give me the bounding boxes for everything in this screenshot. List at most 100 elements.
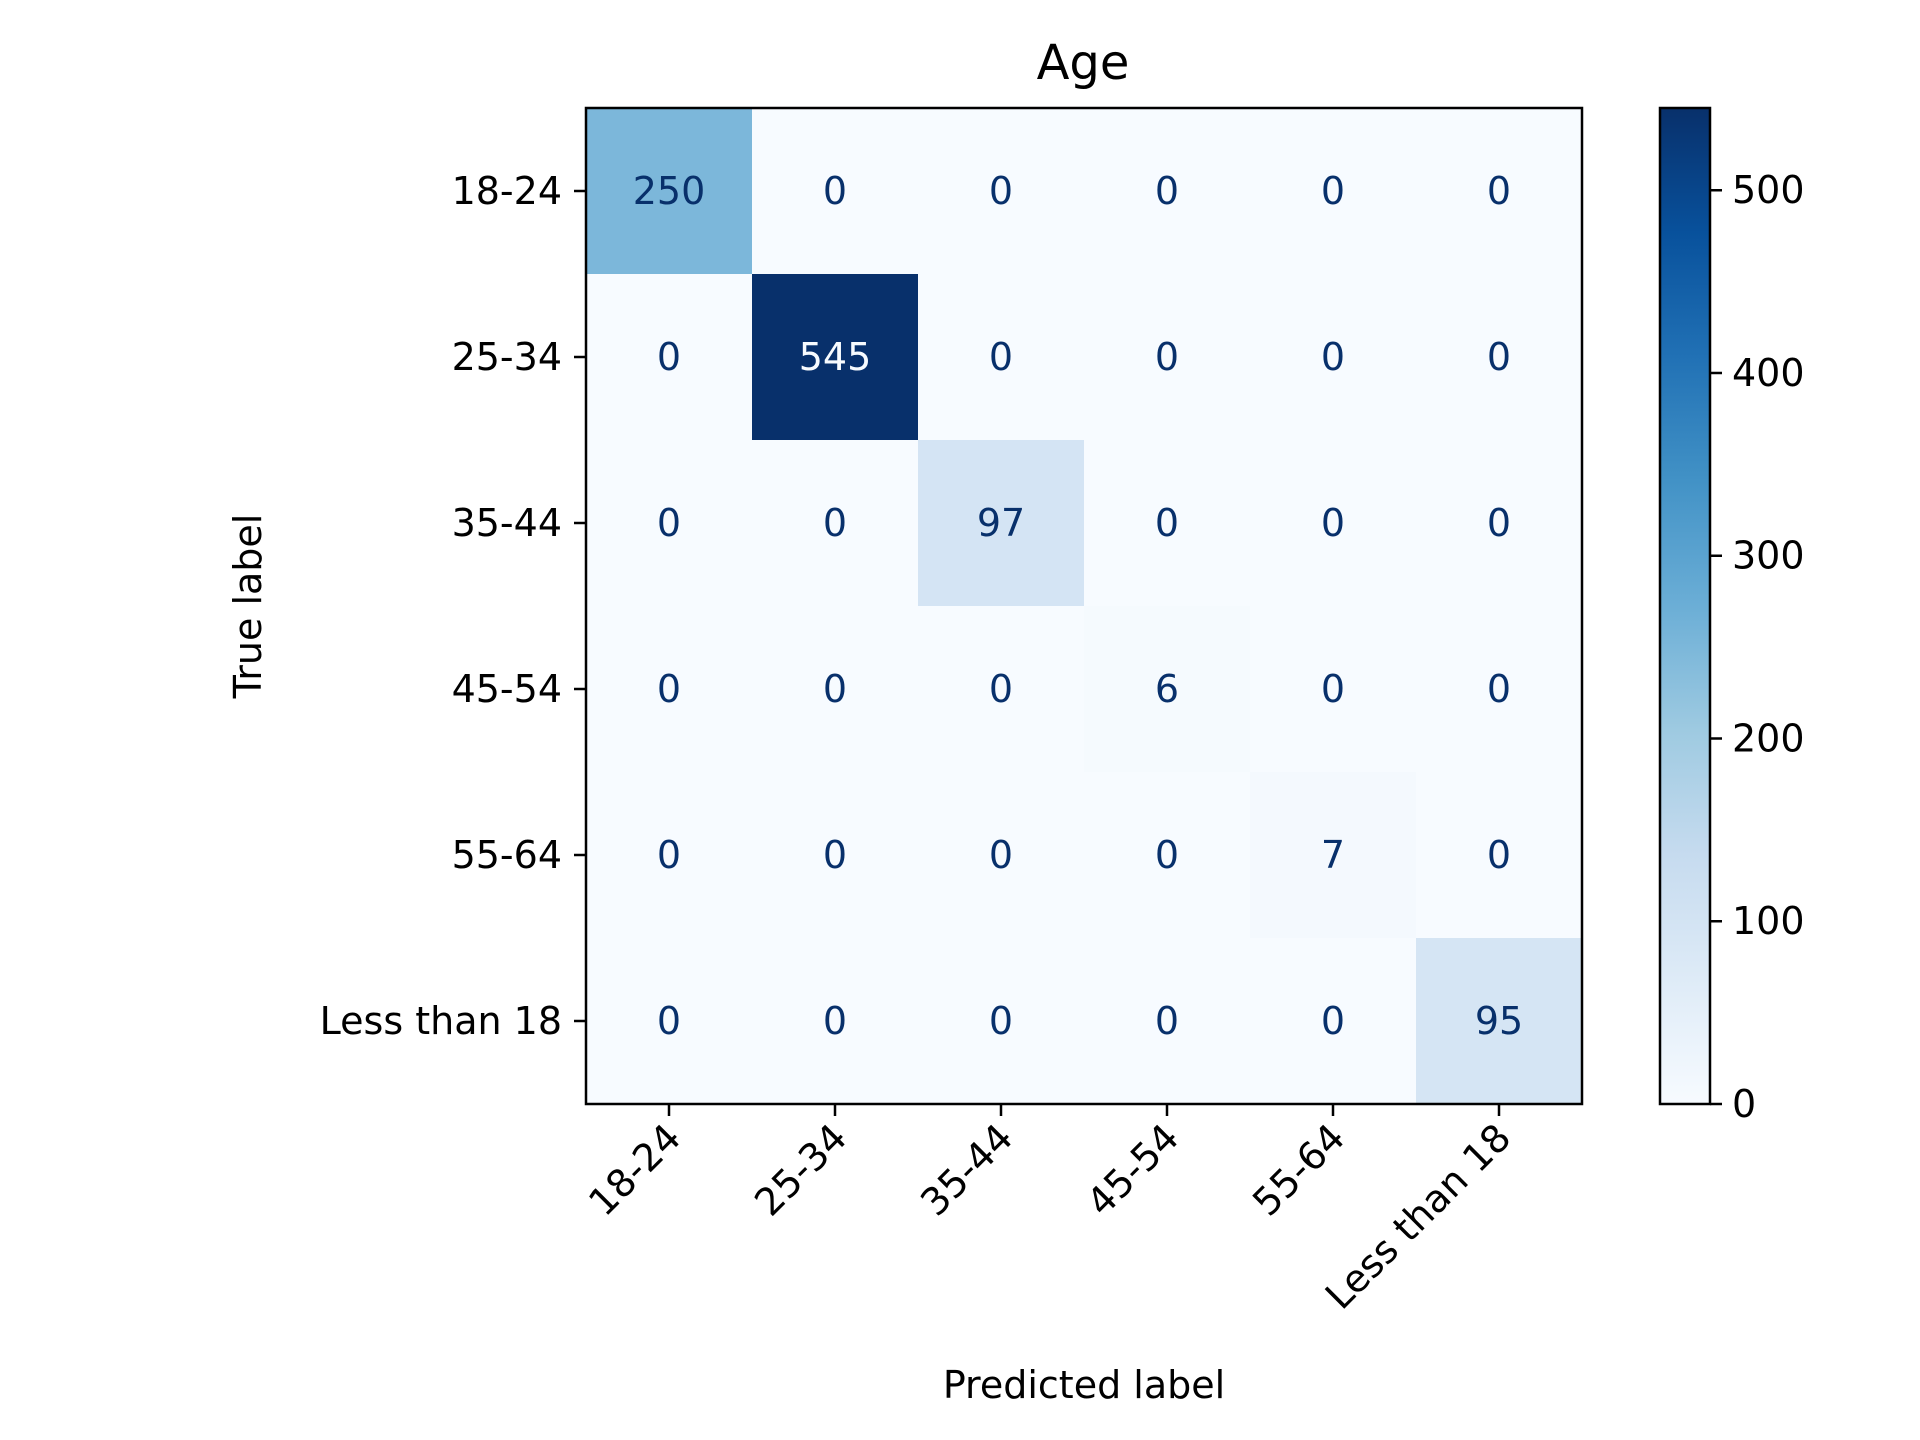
cell-value-label: 0 bbox=[1487, 833, 1511, 877]
heatmap-cell bbox=[586, 606, 753, 773]
heatmap-cell bbox=[1416, 606, 1583, 773]
heatmap-cell bbox=[1250, 772, 1417, 939]
cell-value-label: 0 bbox=[657, 833, 681, 877]
colorbar bbox=[1658, 106, 1712, 1106]
heatmap-cell bbox=[918, 274, 1085, 441]
heatmap-cell bbox=[1416, 440, 1583, 607]
heatmap-cell bbox=[752, 440, 919, 607]
cell-value-label: 250 bbox=[633, 169, 706, 213]
heatmap-cell bbox=[1416, 274, 1583, 441]
y-tick-label: Less than 18 bbox=[320, 999, 562, 1043]
heatmap-cell bbox=[586, 440, 753, 607]
x-tick-label: 18-24 bbox=[580, 1115, 689, 1224]
y-tick-label: 35-44 bbox=[452, 501, 562, 545]
colorbar-tick-label: 100 bbox=[1732, 899, 1805, 943]
cell-value-label: 0 bbox=[989, 169, 1013, 213]
cell-value-label: 0 bbox=[823, 833, 847, 877]
cell-value-label: 0 bbox=[989, 999, 1013, 1043]
heatmap-cell bbox=[586, 772, 753, 939]
cell-value-label: 545 bbox=[799, 335, 872, 379]
cell-value-label: 0 bbox=[1321, 335, 1345, 379]
y-axis-ticks: 18-24 25-34 35-44 45-54 55-64 Less than 18 bbox=[320, 169, 586, 1043]
cell-value-label: 0 bbox=[1155, 833, 1179, 877]
cell-value-label: 0 bbox=[657, 335, 681, 379]
cell-value-label: 0 bbox=[1155, 999, 1179, 1043]
cell-value-label: 0 bbox=[989, 335, 1013, 379]
cell-value-label: 0 bbox=[823, 501, 847, 545]
cell-value-label: 0 bbox=[1487, 169, 1511, 213]
cell-value-label: 0 bbox=[1321, 501, 1345, 545]
cell-value-label: 0 bbox=[657, 501, 681, 545]
cell-value-label: 7 bbox=[1321, 833, 1345, 877]
heatmap-cell bbox=[1416, 108, 1583, 275]
heatmap-cell bbox=[752, 108, 919, 275]
y-tick-label: 55-64 bbox=[452, 833, 562, 877]
cell-value-label: 0 bbox=[1487, 335, 1511, 379]
heatmap-cell bbox=[752, 606, 919, 773]
heatmap-cell bbox=[1416, 938, 1583, 1105]
cell-value-label: 97 bbox=[977, 501, 1025, 545]
cell-value-label: 0 bbox=[657, 999, 681, 1043]
heatmap-cell bbox=[586, 274, 753, 441]
x-tick-label: 55-64 bbox=[1244, 1115, 1353, 1224]
heatmap-cell bbox=[918, 938, 1085, 1105]
cell-value-label: 0 bbox=[1155, 335, 1179, 379]
cell-value-label: 0 bbox=[989, 833, 1013, 877]
heatmap-cell bbox=[1416, 772, 1583, 939]
cell-value-label: 0 bbox=[1155, 501, 1179, 545]
x-tick-label: 45-54 bbox=[1078, 1115, 1187, 1224]
cell-value-label: 0 bbox=[989, 667, 1013, 711]
heatmap-cell bbox=[1084, 772, 1251, 939]
heatmap-cell bbox=[1084, 938, 1251, 1105]
colorbar-tick-label: 500 bbox=[1732, 168, 1805, 212]
cell-value-label: 0 bbox=[823, 169, 847, 213]
colorbar-ticks: 0 100 200 300 400 500 bbox=[1710, 168, 1805, 1126]
heatmap-cell bbox=[752, 772, 919, 939]
heatmap-cell bbox=[1084, 440, 1251, 607]
cell-value-label: 6 bbox=[1155, 667, 1179, 711]
heatmap-cell bbox=[918, 606, 1085, 773]
heatmap-cell bbox=[1250, 938, 1417, 1105]
plot-frame bbox=[584, 106, 1584, 1106]
heatmap-cell bbox=[1084, 108, 1251, 275]
heatmap-cells bbox=[586, 108, 1583, 1105]
heatmap-cell bbox=[918, 440, 1085, 607]
chart-title: Age bbox=[1037, 35, 1130, 91]
heatmap-cell bbox=[586, 108, 753, 275]
cell-value-label: 0 bbox=[823, 999, 847, 1043]
cell-value-label: 0 bbox=[823, 667, 847, 711]
heatmap-cell bbox=[1250, 606, 1417, 773]
heatmap-cell bbox=[752, 938, 919, 1105]
cell-value-label: 0 bbox=[657, 667, 681, 711]
cell-value-label: 0 bbox=[1321, 667, 1345, 711]
cell-value-label: 0 bbox=[1487, 667, 1511, 711]
colorbar-tick-label: 200 bbox=[1732, 716, 1805, 760]
cell-value-label: 0 bbox=[1155, 169, 1179, 213]
heatmap-cell bbox=[1250, 440, 1417, 607]
heatmap-cell bbox=[1084, 274, 1251, 441]
cell-value-labels: 250 0 0 0 0 0 0 545 0 0 0 0 0 0 97 0 0 0 0 0 0 6 0 0 0 0 0 0 7 0 0 0 0 0 0… bbox=[633, 169, 1523, 1043]
heatmap-cell bbox=[918, 772, 1085, 939]
y-axis-label: True label bbox=[226, 514, 270, 700]
colorbar-tick-label: 300 bbox=[1732, 534, 1805, 578]
cell-value-label: 0 bbox=[1321, 169, 1345, 213]
heatmap-cell bbox=[1084, 606, 1251, 773]
heatmap-cell bbox=[1250, 108, 1417, 275]
y-tick-label: 18-24 bbox=[452, 169, 562, 213]
x-tick-label: 25-34 bbox=[746, 1115, 855, 1224]
cell-value-label: 0 bbox=[1321, 999, 1345, 1043]
colorbar-tick-label: 0 bbox=[1732, 1082, 1756, 1126]
heatmap-cell bbox=[1250, 274, 1417, 441]
heatmap-cell bbox=[918, 108, 1085, 275]
x-tick-label: 35-44 bbox=[912, 1115, 1021, 1224]
heatmap-cell bbox=[752, 274, 919, 441]
y-tick-label: 45-54 bbox=[452, 667, 562, 711]
heatmap-cell bbox=[586, 938, 753, 1105]
y-tick-label: 25-34 bbox=[452, 335, 562, 379]
cell-value-label: 95 bbox=[1475, 999, 1523, 1043]
cell-value-label: 0 bbox=[1487, 501, 1511, 545]
colorbar-tick-label: 400 bbox=[1732, 351, 1805, 395]
x-axis-label: Predicted label bbox=[943, 1363, 1225, 1407]
